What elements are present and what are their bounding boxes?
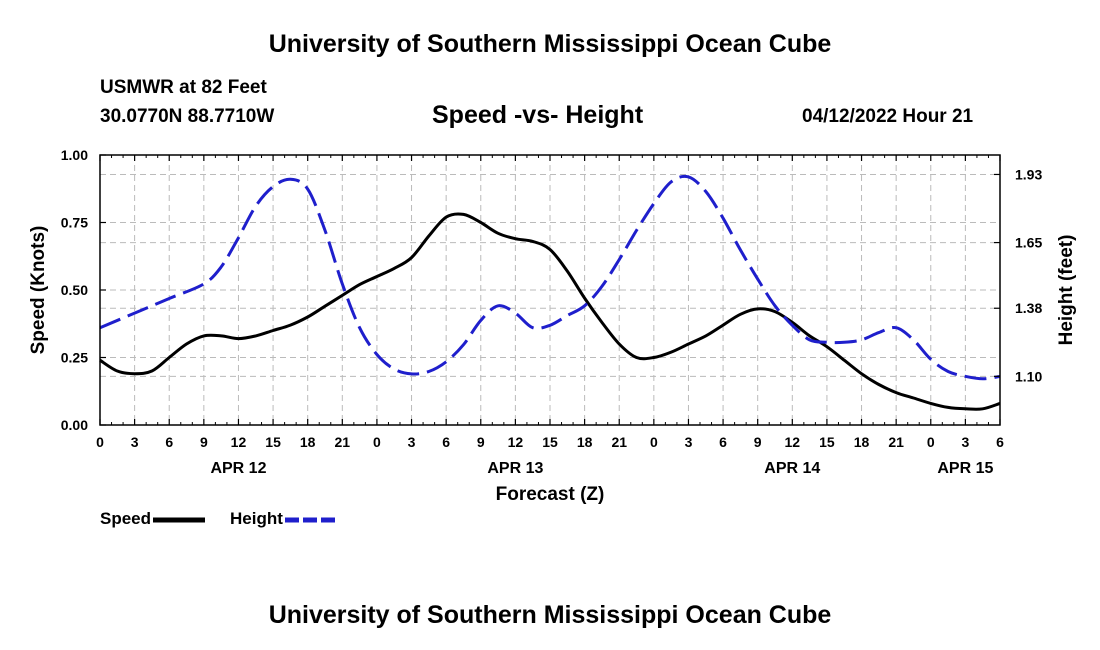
x-tick-label: 12 — [508, 434, 524, 450]
x-tick-label: 15 — [265, 434, 281, 450]
x-tick-label: 21 — [335, 434, 351, 450]
x-tick-label: 6 — [719, 434, 727, 450]
legend-speed-swatch — [153, 517, 206, 523]
x-tick-label: 18 — [854, 434, 870, 450]
y-tick-label: 0.75 — [61, 215, 88, 231]
x-tick-label: 9 — [754, 434, 762, 450]
day-label: APR 15 — [937, 460, 993, 477]
y-tick-label: 1.00 — [61, 147, 88, 163]
x-tick-label: 0 — [650, 434, 658, 450]
series-line-speed — [99, 212, 1001, 411]
y-tick-label: 0.25 — [61, 350, 88, 366]
y-axis-title: Speed (Knots) — [28, 226, 49, 355]
series-line-height — [99, 174, 1001, 381]
x-tick-label: 18 — [300, 434, 316, 450]
chart-subtitle: Speed -vs- Height — [432, 101, 644, 129]
legend-speed-label: Speed — [100, 509, 152, 528]
footer-title: University of Southern Mississippi Ocean… — [268, 601, 832, 629]
y-tick-label: 0.00 — [61, 417, 88, 433]
y-tick-label: 0.50 — [61, 282, 88, 298]
legend-speed: Speed — [100, 509, 207, 529]
day-label: APR 13 — [487, 460, 543, 477]
x-tick-label: 21 — [888, 434, 904, 450]
x-tick-label: 15 — [819, 434, 835, 450]
grid — [100, 155, 1000, 425]
x-axis-title: Forecast (Z) — [496, 484, 605, 505]
legend-height: Height — [230, 509, 339, 529]
x-tick-label: 21 — [611, 434, 627, 450]
x-tick-label: 3 — [685, 434, 693, 450]
station-label: USMWR at 82 Feet — [100, 77, 267, 98]
y2-tick-label: 1.10 — [1015, 368, 1042, 384]
x-tick-label: 15 — [542, 434, 558, 450]
x-tick-label: 6 — [442, 434, 450, 450]
x-tick-label: 3 — [961, 434, 969, 450]
legend-height-swatch — [284, 517, 337, 523]
x-tick-label: 3 — [408, 434, 416, 450]
x-tick-label: 0 — [96, 434, 104, 450]
coordinates-label: 30.0770N 88.7710W — [100, 106, 275, 127]
axis-labels: 0 3 6 9 12 15 18 21 0 3 6 9 12 15 18 21 0 3 6 9 12 15 18 21 0 3 6 0… — [28, 147, 1077, 505]
ticks — [99, 154, 1001, 426]
series-layer — [99, 174, 1001, 411]
x-tick-label: 9 — [477, 434, 485, 450]
legend-height-label: Height — [230, 509, 283, 528]
y2-tick-label: 1.38 — [1015, 300, 1042, 316]
x-tick-label: 6 — [996, 434, 1004, 450]
x-tick-label: 18 — [577, 434, 593, 450]
y2-tick-label: 1.93 — [1015, 166, 1042, 182]
day-label: APR 14 — [764, 460, 820, 477]
y2-axis-title: Height (feet) — [1056, 235, 1077, 346]
x-tick-label: 0 — [927, 434, 935, 450]
day-label: APR 12 — [210, 460, 266, 477]
x-tick-label: 0 — [373, 434, 381, 450]
x-tick-label: 6 — [165, 434, 173, 450]
y2-tick-label: 1.65 — [1015, 235, 1042, 251]
x-tick-label: 3 — [131, 434, 139, 450]
x-tick-label: 12 — [785, 434, 801, 450]
x-tick-label: 9 — [200, 434, 208, 450]
datetime-label: 04/12/2022 Hour 21 — [802, 106, 974, 127]
chart-title: University of Southern Mississippi Ocean… — [268, 30, 832, 58]
x-tick-label: 12 — [231, 434, 247, 450]
